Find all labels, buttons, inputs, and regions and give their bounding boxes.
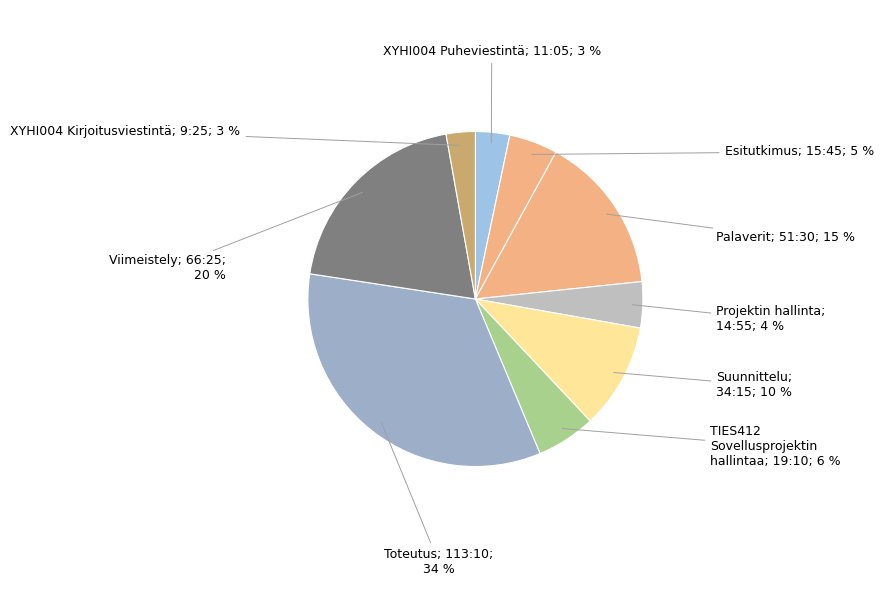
Text: Palaverit; 51:30; 15 %: Palaverit; 51:30; 15 % bbox=[606, 214, 855, 244]
Wedge shape bbox=[476, 132, 510, 299]
Wedge shape bbox=[476, 282, 643, 328]
Wedge shape bbox=[476, 152, 642, 299]
Wedge shape bbox=[307, 274, 540, 466]
Text: Suunnittelu;
34:15; 10 %: Suunnittelu; 34:15; 10 % bbox=[614, 371, 793, 399]
Wedge shape bbox=[476, 299, 590, 453]
Text: Toteutus; 113:10;
34 %: Toteutus; 113:10; 34 % bbox=[381, 423, 493, 576]
Text: XYHI004 Puheviestintä; 11:05; 3 %: XYHI004 Puheviestintä; 11:05; 3 % bbox=[382, 45, 601, 143]
Text: XYHI004 Kirjoitusviestintä; 9:25; 3 %: XYHI004 Kirjoitusviestintä; 9:25; 3 % bbox=[11, 125, 459, 145]
Text: Projektin hallinta;
14:55; 4 %: Projektin hallinta; 14:55; 4 % bbox=[633, 305, 825, 334]
Wedge shape bbox=[446, 132, 476, 299]
Text: Esitutkimus; 15:45; 5 %: Esitutkimus; 15:45; 5 % bbox=[532, 145, 874, 158]
Wedge shape bbox=[310, 134, 476, 299]
Wedge shape bbox=[476, 299, 640, 421]
Wedge shape bbox=[476, 135, 556, 299]
Text: Viimeistely; 66:25;
20 %: Viimeistely; 66:25; 20 % bbox=[109, 193, 362, 282]
Text: TIES412
Sovellusprojektin
hallintaa; 19:10; 6 %: TIES412 Sovellusprojektin hallintaa; 19:… bbox=[562, 425, 841, 468]
